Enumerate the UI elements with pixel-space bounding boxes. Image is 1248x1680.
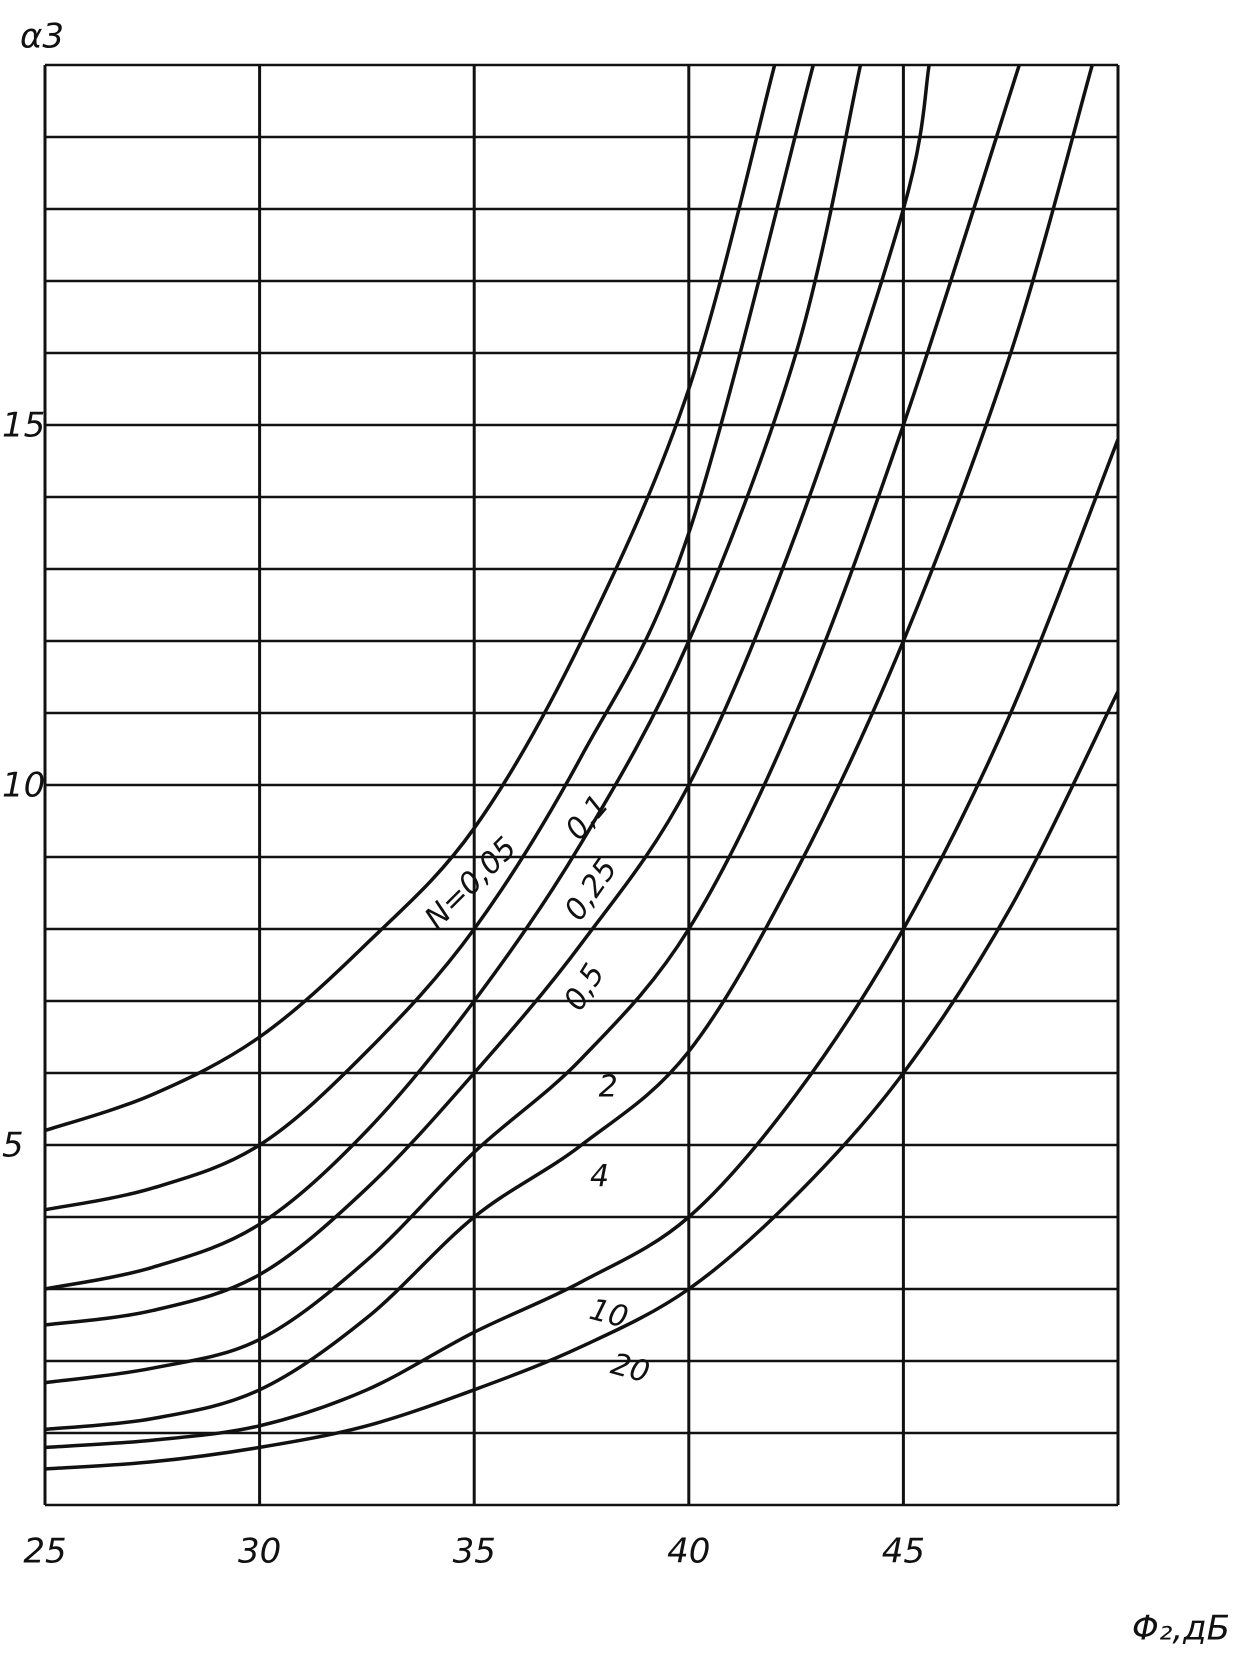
series-label: 10	[586, 1292, 632, 1336]
x-tick-label: 30	[238, 1532, 281, 1572]
curve	[44, 64, 777, 1133]
series-label: 2	[599, 1069, 618, 1104]
x-axis-label: Φ₂,дБ	[1132, 1609, 1230, 1649]
curve	[44, 438, 1120, 1450]
curve	[44, 64, 863, 1291]
curve	[44, 64, 815, 1212]
curve	[44, 690, 1120, 1471]
y-tick-label: 10	[2, 766, 45, 806]
series-label: N=0,05	[418, 831, 524, 937]
y-tick-label: 15	[2, 406, 45, 446]
y-axis-label: α3	[20, 17, 64, 57]
x-tick-label: 45	[882, 1532, 925, 1572]
curve	[44, 64, 1021, 1385]
curve	[44, 64, 931, 1327]
series-label: 20	[607, 1347, 653, 1391]
curve	[44, 64, 1094, 1432]
x-tick-label: 40	[667, 1532, 710, 1572]
x-tick-label: 35	[453, 1532, 496, 1572]
x-tick-label: 25	[23, 1532, 66, 1572]
y-tick-label: 5	[2, 1126, 24, 1166]
series-label: 4	[590, 1159, 609, 1194]
